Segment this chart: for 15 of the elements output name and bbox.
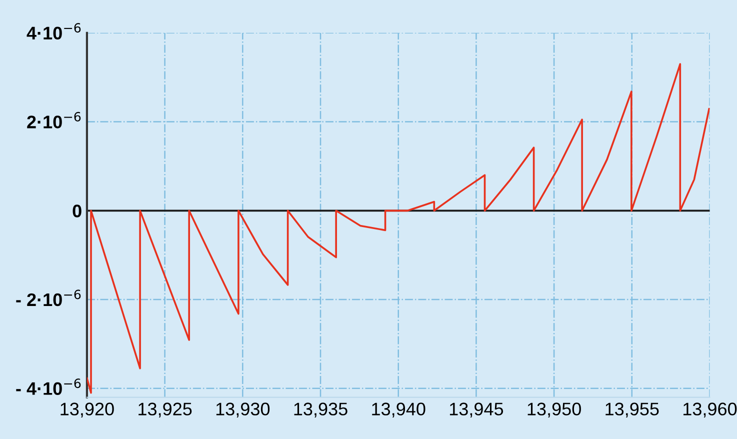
x-tick-label: 13,930 [216, 402, 270, 418]
x-tick-label: 13,945 [450, 402, 504, 418]
y-tick-label: - 2·10$^{−6}$ [16, 290, 81, 306]
y-tick-label: 0 [72, 204, 82, 218]
y-tick-label: - 4·10$^{−6}$ [16, 378, 81, 395]
x-tick-label: 13,935 [294, 402, 348, 418]
x-tick-label: 13,955 [606, 402, 659, 418]
x-tick-label: 13,925 [138, 402, 192, 418]
x-tick-label: 13,950 [528, 402, 581, 418]
x-tick-label: 13,920 [60, 402, 114, 418]
y-tick-label: 4·10$^{−6}$ [26, 23, 81, 40]
y-tick-label: 2·10$^{−6}$ [27, 112, 81, 128]
line-series [86, 63, 710, 394]
x-tick-label: 13,960 [684, 402, 737, 418]
x-tick-label: 13,940 [372, 402, 426, 418]
